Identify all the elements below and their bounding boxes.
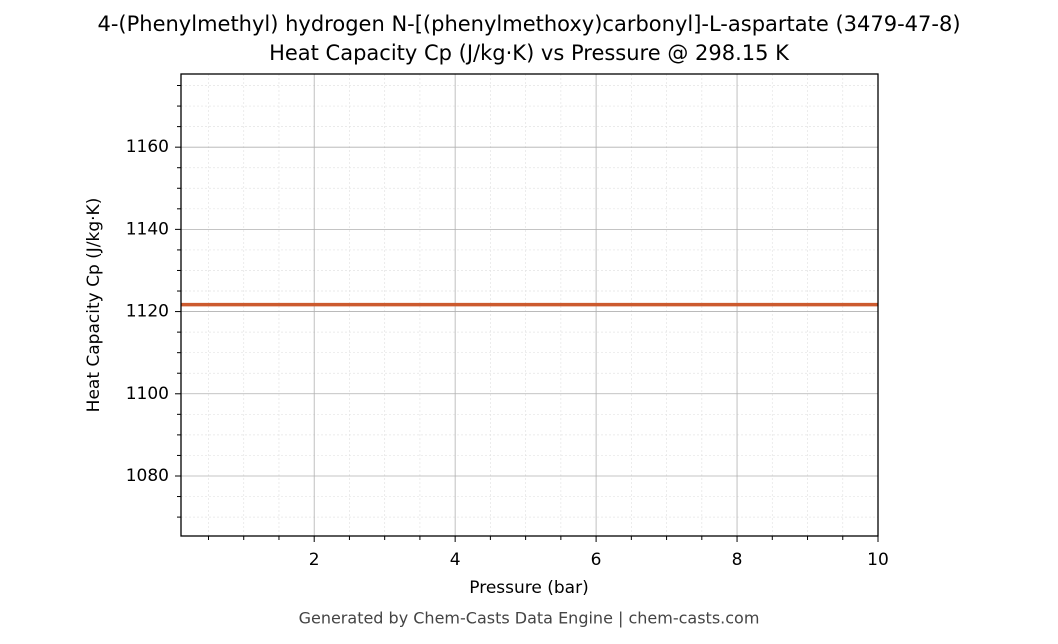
chart-title: 4-(Phenylmethyl) hydrogen N-[(phenylmeth… [97,12,960,36]
y-tick-label: 1080 [126,466,169,486]
x-tick-label: 8 [732,550,743,570]
x-tick-label: 10 [867,550,889,570]
chart-subtitle: Heat Capacity Cp (J/kg·K) vs Pressure @ … [269,41,790,65]
y-tick-label: 1100 [126,384,169,404]
y-tick-label: 1120 [126,302,169,322]
x-tick-label: 2 [309,550,320,570]
footer: Generated by Chem-Casts Data Engine | ch… [299,609,760,628]
y-tick-label: 1140 [126,219,169,239]
x-tick-label: 6 [591,550,602,570]
y-axis-label: Heat Capacity Cp (J/kg·K) [84,198,104,413]
x-tick-label: 4 [450,550,461,570]
x-axis-label: Pressure (bar) [469,578,588,598]
plot-frame [180,73,879,537]
y-tick-label: 1160 [126,137,169,157]
